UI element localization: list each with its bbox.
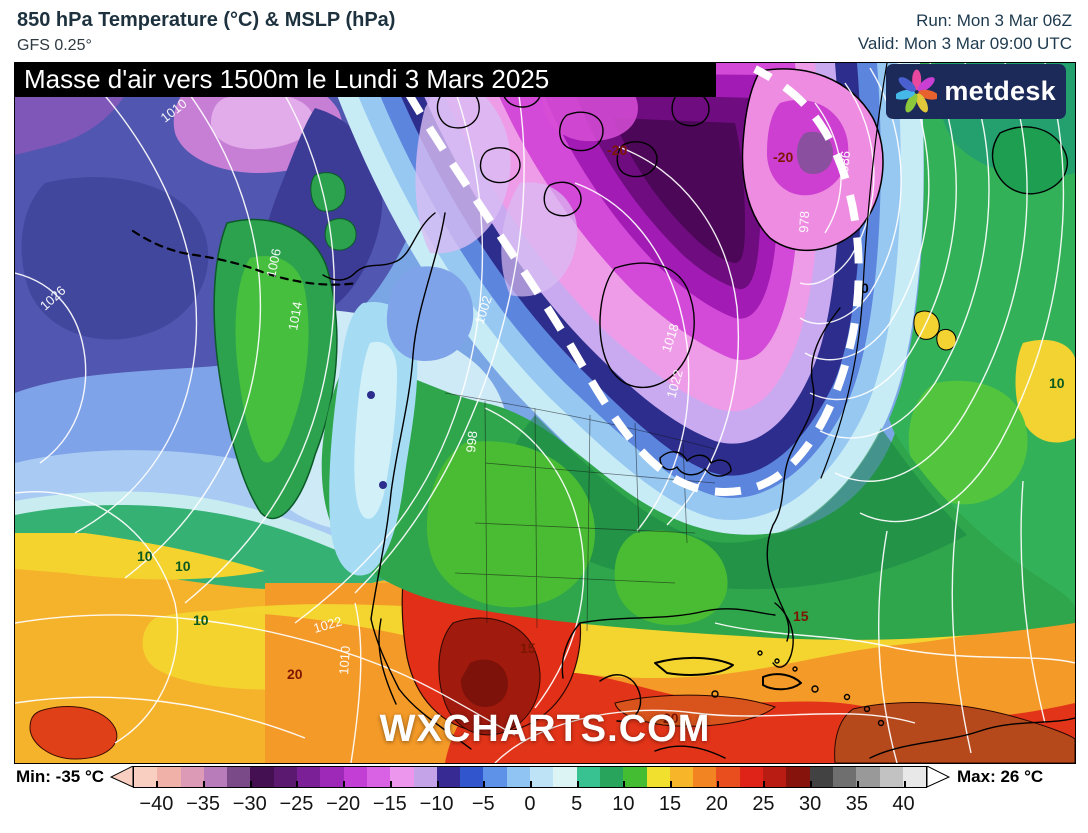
svg-text:1014: 1014 (285, 300, 305, 331)
metdesk-logo-petals (896, 69, 938, 112)
map-canvas: 1010 1002 998 1006 1014 1026 1022 1010 1… (15, 63, 1075, 763)
svg-text:20: 20 (663, 710, 679, 726)
svg-text:10: 10 (1049, 375, 1065, 391)
svg-text:10: 10 (193, 612, 209, 628)
valid-label: Valid: Mon 3 Mar 09:00 UTC (857, 34, 1072, 53)
svg-text:10: 10 (175, 558, 191, 574)
region-greenland (741, 68, 884, 251)
colorbar-min-label: Min: -35 °C (16, 767, 105, 786)
weather-map: 1010 1002 998 1006 1014 1026 1022 1010 1… (14, 62, 1076, 764)
colorbar-ticks: −40 −35 −30 −25 −20 −15 −10 −5 0 5 10 15 20 25 30 35 40 (133, 781, 927, 818)
airmass-boundary-dashed (403, 65, 863, 496)
region-pacific-green-wedge (213, 172, 357, 520)
metdesk-logo: metdesk (886, 64, 1066, 119)
region-us-green (321, 266, 1075, 640)
colorbar-segments (133, 766, 927, 788)
model-label: GFS 0.25° (17, 37, 92, 54)
svg-text:1010: 1010 (336, 645, 353, 675)
metdesk-flower-icon (896, 69, 938, 112)
svg-text:20: 20 (287, 666, 303, 682)
svg-text:-20: -20 (773, 149, 793, 165)
colorbar-left-arrow (110, 766, 134, 788)
svg-text:-20: -20 (607, 142, 627, 158)
svg-text:10: 10 (137, 548, 153, 564)
svg-text:15: 15 (520, 640, 536, 656)
svg-text:15: 15 (793, 608, 809, 624)
run-valid-block: Run: Mon 3 Mar 06Z Valid: Mon 3 Mar 09:0… (858, 9, 1072, 55)
banner: Masse d'air vers 1500m le Lundi 3 Mars 2… (14, 62, 716, 97)
isobar-lines (15, 63, 1075, 763)
coastlines (131, 63, 1075, 759)
colorbar-max-label: Max: 26 °C (957, 767, 1044, 786)
colorbar-right-arrow (926, 766, 950, 788)
page-title: 850 hPa Temperature (°C) & MSLP (hPa) (17, 9, 396, 31)
svg-text:0: 0 (861, 280, 869, 296)
run-label: Run: Mon 3 Mar 06Z (916, 11, 1072, 30)
svg-text:998: 998 (463, 430, 480, 453)
cold-airmass-rings (325, 63, 924, 544)
svg-text:978: 978 (796, 211, 812, 233)
metdesk-logo-text: metdesk (944, 76, 1056, 106)
temperature-labels: -20 -20 10 10 10 10 15 15 20 20 0 (137, 142, 1065, 726)
svg-text:1006: 1006 (263, 247, 284, 278)
watermark: WXCHARTS.COM (379, 708, 711, 750)
